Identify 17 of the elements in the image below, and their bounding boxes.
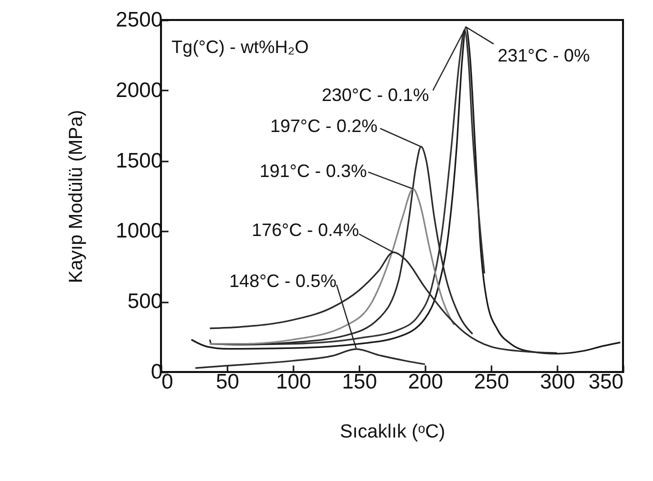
annotation: 148°C - 0.5% [229,270,337,291]
annotation: 230°C - 0.1% [322,85,429,106]
x-tick-label: 350 [588,370,624,394]
x-tick-label: 150 [342,370,378,394]
x-tick-label: 50 [216,370,240,394]
annotation: 231°C - 0% [498,46,590,66]
y-tick-label: 2500 [116,8,162,32]
x-tick-label: 300 [540,370,576,394]
x-axis-title: Sıcaklık (ᵒC) [340,422,446,442]
annotation: 191°C - 0.3% [260,161,367,182]
annotation: 176°C - 0.4% [252,220,359,240]
x-tick-label: 250 [474,370,510,394]
annotation: 197°C - 0.2% [270,116,378,136]
x-tick-label: 100 [276,370,312,394]
x-tick-label: 200 [408,370,444,394]
annotation: Tg(°C) - wt%H₂O [172,37,309,58]
y-axis-title: Kayıp Modülü (MPa) [66,110,87,284]
